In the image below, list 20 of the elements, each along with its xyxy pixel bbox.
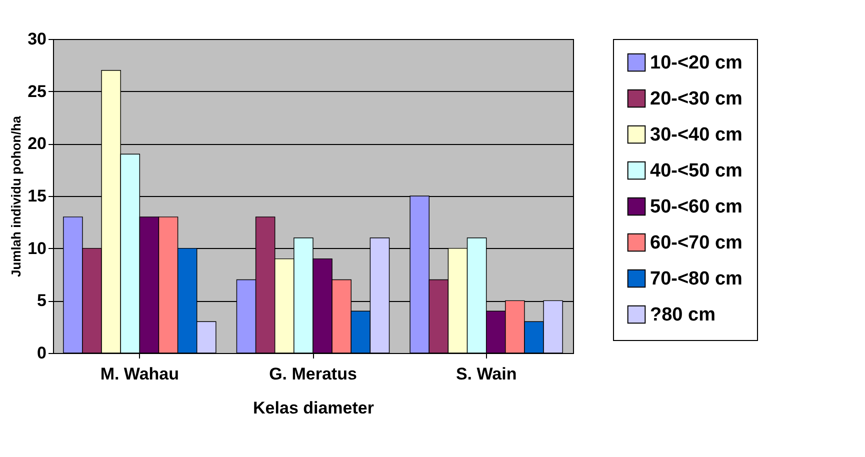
x-tick-label: S. Wain (456, 364, 517, 384)
x-axis-title: Kelas diameter (253, 398, 374, 418)
y-tick-label: 0 (37, 344, 46, 362)
y-tick-label: 30 (28, 30, 46, 48)
y-axis-title: Jumlah individu pohon/ha (8, 115, 24, 278)
x-tick-label: G. Meratus (269, 364, 357, 384)
legend-label: 50-<60 cm (650, 196, 742, 218)
legend-label: 70-<80 cm (650, 268, 742, 290)
y-tick-label: 5 (37, 291, 46, 310)
legend-label: 10-<20 cm (650, 52, 742, 74)
legend-label: 40-<50 cm (650, 160, 742, 182)
legend-label: 60-<70 cm (650, 232, 742, 254)
legend-label: 30-<40 cm (650, 124, 742, 146)
y-tick-label: 20 (28, 134, 46, 154)
y-tick-label: 15 (28, 186, 46, 206)
x-tick-label: M. Wahau (100, 364, 180, 384)
legend-label: 20-<30 cm (650, 88, 742, 110)
legend-label: ?80 cm (650, 304, 716, 326)
y-tick-label: 10 (28, 238, 46, 258)
y-tick-label: 25 (28, 82, 46, 101)
